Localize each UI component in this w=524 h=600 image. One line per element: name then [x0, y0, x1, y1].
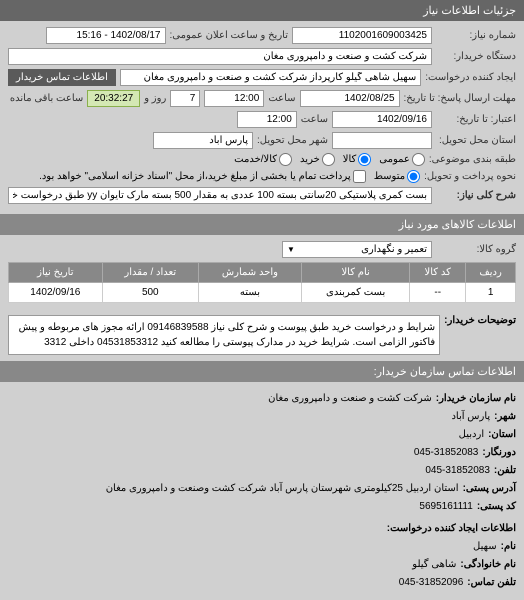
goods-group-value: تعمیر و نگهداری — [361, 244, 427, 255]
request-number-label: شماره نیاز: — [436, 30, 516, 41]
validity-label: اعتبار: تا تاریخ: — [436, 114, 516, 125]
description-label: توضیحات خریدار: — [444, 315, 516, 355]
org-value: شرکت کشت و صنعت و دامپروری مغان — [268, 390, 432, 408]
supply-type-radios: عمومی کالا خرید کالا/خدمت — [234, 153, 425, 166]
delivery-state-label: استان محل تحویل: — [436, 135, 516, 146]
radio-option-0[interactable]: عمومی — [379, 153, 425, 166]
days-remaining-input — [170, 90, 200, 107]
deadline-label: مهلت ارسال پاسخ: تا تاریخ: — [404, 93, 516, 104]
request-number-input[interactable] — [292, 27, 432, 44]
contact-button[interactable]: اطلاعات تماس خریدار — [8, 69, 116, 86]
col-4: تعداد / مقدار — [102, 263, 198, 283]
fax-label: دورنگار: — [482, 444, 516, 462]
delivery-city-input[interactable] — [153, 132, 253, 149]
chevron-down-icon: ▼ — [287, 245, 295, 254]
creator-input[interactable] — [120, 69, 421, 86]
radio-option-1[interactable]: کالا — [343, 153, 372, 166]
description-section: توضیحات خریدار: شرایط و درخواست خرید طبق… — [0, 309, 524, 361]
province-label: استان: — [488, 426, 516, 444]
radio-option-3[interactable]: کالا/خدمت — [234, 153, 292, 166]
goods-section: گروه کالا: تعمیر و نگهداری ▼ ردیف کد کال… — [0, 235, 524, 309]
org-label: نام سازمان خریدار: — [436, 390, 516, 408]
group-input[interactable] — [8, 187, 432, 204]
payment-radios: متوسط پرداخت تمام یا بخشی از مبلغ خرید،ا… — [39, 170, 420, 183]
page-title: جزئیات اطلاعات نیاز — [423, 5, 516, 17]
address-label: آدرس پستی: — [463, 480, 516, 498]
validity-time-input[interactable] — [237, 111, 297, 128]
page-header: جزئیات اطلاعات نیاز — [0, 0, 524, 21]
cell-0-0: 1 — [466, 283, 516, 303]
name-label: نام: — [501, 538, 516, 556]
goods-group-label: گروه کالا: — [436, 244, 516, 255]
postal-label: کد پستی: — [477, 498, 516, 516]
buyer-name-input[interactable] — [8, 48, 432, 65]
payment-label: نحوه پرداخت و تحویل: — [424, 171, 516, 182]
time-label-1: ساعت — [268, 93, 295, 104]
main-form: شماره نیاز: تاریخ و ساعت اعلان عمومی: دس… — [0, 21, 524, 214]
cell-0-2: بست کمربندی — [302, 283, 410, 303]
delivery-state-input[interactable] — [332, 132, 432, 149]
cell-0-5: 1402/09/16 — [9, 283, 103, 303]
buyer-name-label: دستگاه خریدار: — [436, 51, 516, 62]
phone2-value: 045-31852096 — [399, 574, 464, 592]
payment-option-1[interactable]: پرداخت تمام یا بخشی از مبلغ خرید،از محل … — [39, 170, 366, 183]
days-label: روز و — [144, 93, 166, 104]
payment-option-0[interactable]: متوسط — [374, 170, 420, 183]
phone-value: 045-31852083 — [425, 462, 490, 480]
announce-label: تاریخ و ساعت اعلان عمومی: — [170, 30, 289, 41]
city-label: شهر: — [494, 408, 516, 426]
description-text: شرایط و درخواست خرید طبق پیوست و شرح کلی… — [8, 315, 440, 355]
col-3: واحد شمارش — [198, 263, 301, 283]
col-2: نام کالا — [302, 263, 410, 283]
postal-value: 5695161111 — [419, 498, 472, 516]
col-5: تاریخ نیاز — [9, 263, 103, 283]
table-header-row: ردیف کد کالا نام کالا واحد شمارش تعداد /… — [9, 263, 516, 283]
cell-0-3: بسته — [198, 283, 301, 303]
province-value: اردبیل — [459, 426, 484, 444]
contact-title: اطلاعات تماس سازمان خریدار: — [374, 366, 516, 378]
col-0: ردیف — [466, 263, 516, 283]
announce-input[interactable] — [46, 27, 166, 44]
cell-0-1: -- — [410, 283, 466, 303]
validity-date-input[interactable] — [332, 111, 432, 128]
fax-value: 045-31852083 — [414, 444, 479, 462]
req-creator-title: اطلاعات ایجاد کننده درخواست: — [387, 520, 516, 538]
name-value: سهیل — [473, 538, 497, 556]
radio-option-2[interactable]: خرید — [300, 153, 335, 166]
delivery-city-label: شهر محل تحویل: — [257, 135, 328, 146]
goods-group-select[interactable]: تعمیر و نگهداری ▼ — [282, 241, 432, 258]
col-1: کد کالا — [410, 263, 466, 283]
deadline-time-input[interactable] — [204, 90, 264, 107]
cell-0-4: 500 — [102, 283, 198, 303]
goods-table: ردیف کد کالا نام کالا واحد شمارش تعداد /… — [8, 262, 516, 303]
countdown-timer: 20:32:27 — [87, 90, 140, 107]
table-row[interactable]: 1 -- بست کمربندی بسته 500 1402/09/16 — [9, 283, 516, 303]
time-label-2: ساعت — [301, 114, 328, 125]
contact-header: اطلاعات تماس سازمان خریدار: — [0, 361, 524, 382]
creator-label: ایجاد کننده درخواست: — [425, 72, 516, 83]
phone-label: تلفن: — [494, 462, 516, 480]
group-label: شرح کلی نیاز: — [436, 190, 516, 201]
lastname-value: شاهی گیلو — [412, 556, 456, 574]
lastname-label: نام خانوادگی: — [460, 556, 516, 574]
remaining-label: ساعت باقی مانده — [10, 93, 83, 104]
contact-section: نام سازمان خریدار:شرکت کشت و صنعت و دامپ… — [0, 382, 524, 600]
goods-header: اطلاعات کالاهای مورد نیاز — [0, 214, 524, 235]
city-value: پارس آباد — [451, 408, 490, 426]
supply-type-label: طبقه بندی موضوعی: — [429, 154, 516, 165]
goods-title: اطلاعات کالاهای مورد نیاز — [399, 219, 516, 231]
address-value: استان اردبیل 25کیلومتری شهرستان پارس آبا… — [106, 480, 459, 498]
deadline-date-input[interactable] — [300, 90, 400, 107]
phone2-label: تلفن تماس: — [467, 574, 516, 592]
